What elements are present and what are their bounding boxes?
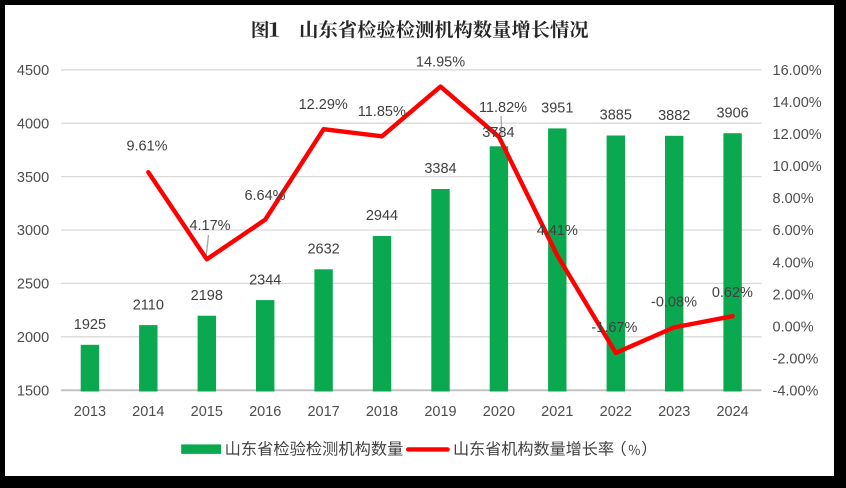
svg-text:14.00%: 14.00% <box>773 95 822 111</box>
svg-text:2024: 2024 <box>716 404 748 420</box>
svg-text:1500: 1500 <box>17 383 49 399</box>
svg-text:1925: 1925 <box>74 317 106 333</box>
svg-text:2013: 2013 <box>74 404 106 420</box>
svg-text:4.00%: 4.00% <box>773 255 814 271</box>
svg-text:4.17%: 4.17% <box>189 218 230 234</box>
svg-text:4.41%: 4.41% <box>537 223 578 239</box>
svg-text:2014: 2014 <box>132 404 164 420</box>
svg-text:2344: 2344 <box>249 272 281 288</box>
svg-text:12.00%: 12.00% <box>773 127 822 143</box>
svg-text:2500: 2500 <box>17 277 49 293</box>
svg-text:2022: 2022 <box>600 404 632 420</box>
svg-text:2000: 2000 <box>17 330 49 346</box>
svg-text:8.00%: 8.00% <box>773 191 814 207</box>
svg-text:16.00%: 16.00% <box>773 63 822 79</box>
svg-text:0.00%: 0.00% <box>773 319 814 335</box>
svg-text:6.64%: 6.64% <box>244 188 285 204</box>
svg-text:2632: 2632 <box>307 242 339 258</box>
svg-text:2.00%: 2.00% <box>773 287 814 303</box>
svg-text:2018: 2018 <box>366 404 398 420</box>
svg-text:2198: 2198 <box>191 288 223 304</box>
svg-text:10.00%: 10.00% <box>773 159 822 175</box>
svg-text:2015: 2015 <box>191 404 223 420</box>
svg-text:2016: 2016 <box>249 404 281 420</box>
svg-text:3882: 3882 <box>658 108 690 124</box>
svg-text:12.29%: 12.29% <box>299 97 348 113</box>
svg-text:-0.08%: -0.08% <box>651 295 697 311</box>
svg-text:0.62%: 0.62% <box>712 285 753 301</box>
svg-text:3500: 3500 <box>17 170 49 186</box>
svg-text:-2.00%: -2.00% <box>773 351 819 367</box>
svg-text:2017: 2017 <box>307 404 339 420</box>
svg-text:14.95%: 14.95% <box>416 55 465 71</box>
svg-text:3885: 3885 <box>600 108 632 124</box>
svg-text:3906: 3906 <box>716 106 748 122</box>
svg-text:-1.67%: -1.67% <box>591 320 637 336</box>
svg-text:9.61%: 9.61% <box>126 139 167 155</box>
svg-text:11.85%: 11.85% <box>358 104 406 120</box>
svg-text:3384: 3384 <box>424 161 456 177</box>
svg-text:11.82%: 11.82% <box>479 100 527 116</box>
svg-text:2110: 2110 <box>133 297 164 313</box>
svg-text:3951: 3951 <box>541 101 573 117</box>
svg-text:3784: 3784 <box>482 125 514 141</box>
svg-text:4500: 4500 <box>17 63 49 79</box>
svg-text:2023: 2023 <box>658 404 690 420</box>
svg-text:4000: 4000 <box>17 116 49 132</box>
svg-text:-4.00%: -4.00% <box>773 383 819 399</box>
svg-text:6.00%: 6.00% <box>773 223 814 239</box>
svg-text:2020: 2020 <box>483 404 515 420</box>
svg-text:2019: 2019 <box>424 404 456 420</box>
svg-text:2944: 2944 <box>366 208 398 224</box>
svg-text:3000: 3000 <box>17 223 49 239</box>
svg-text:2021: 2021 <box>541 404 573 420</box>
